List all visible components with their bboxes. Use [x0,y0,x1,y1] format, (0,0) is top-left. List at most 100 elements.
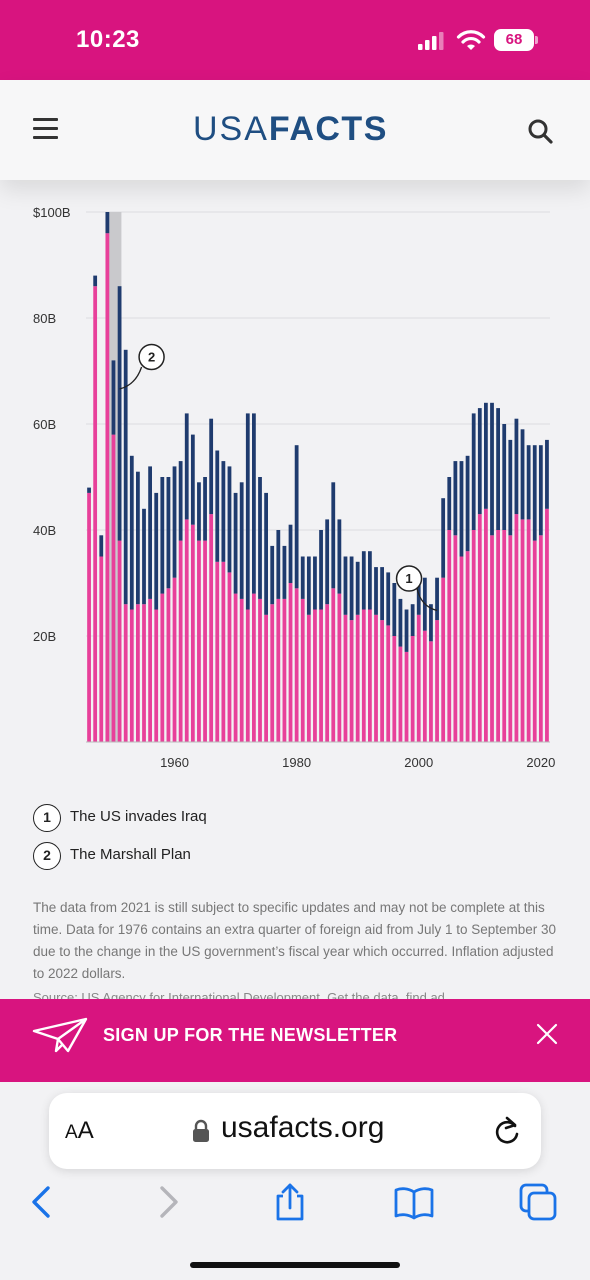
bar-segment-upper[interactable] [368,551,372,610]
bar-segment-lower[interactable] [453,535,458,742]
bar-segment-upper[interactable] [319,530,323,610]
bar-segment-lower[interactable] [178,540,183,742]
bar-segment-upper[interactable] [380,567,384,621]
bookmarks-icon[interactable] [394,1182,434,1222]
bar-segment-lower[interactable] [306,614,311,742]
bar-segment-upper[interactable] [270,545,275,605]
bar-segment-lower[interactable] [154,609,159,743]
bar-segment-upper[interactable] [154,492,159,610]
bar-segment-lower[interactable] [490,535,494,742]
bar-segment-lower[interactable] [514,514,519,742]
bar-segment-upper[interactable] [459,461,464,557]
bar-segment-lower[interactable] [471,530,476,742]
hamburger-menu-icon[interactable] [33,118,58,140]
newsletter-signup-link[interactable]: SIGN UP FOR THE NEWSLETTER [103,1025,398,1045]
bar-segment-lower[interactable] [111,434,116,742]
bar-segment-lower[interactable] [313,609,317,743]
bar-segment-lower[interactable] [374,614,378,742]
bar-segment-lower[interactable] [282,598,287,742]
bar-segment-upper[interactable] [264,492,268,615]
bar-segment-lower[interactable] [545,508,549,742]
bar-segment-lower[interactable] [203,540,207,742]
bar-segment-upper[interactable] [392,583,397,636]
bar-segment-upper[interactable] [429,604,433,642]
bar-segment-upper[interactable] [355,561,360,615]
bar-segment-upper[interactable] [465,455,470,552]
bar-segment-lower[interactable] [435,620,439,742]
usafacts-logo[interactable]: USAFACTS [193,110,388,148]
bar-segment-upper[interactable] [111,360,116,435]
bar-segment-upper[interactable] [331,482,336,589]
bar-segment-lower[interactable] [93,286,98,742]
bar-segment-lower[interactable] [190,524,195,742]
bar-segment-upper[interactable] [404,609,409,652]
forward-icon[interactable] [148,1182,188,1222]
bar-segment-upper[interactable] [252,413,256,594]
text-size-button[interactable]: AA [65,1117,94,1144]
bar-segment-lower[interactable] [215,561,220,742]
bar-segment-lower[interactable] [319,609,323,743]
bar-segment-upper[interactable] [239,482,244,599]
bar-segment-lower[interactable] [136,604,140,742]
bar-segment-upper[interactable] [142,508,146,605]
bar-segment-lower[interactable] [526,519,531,742]
url-text[interactable]: usafacts.org [221,1111,385,1144]
bar-segment-upper[interactable] [508,439,513,536]
bar-segment-lower[interactable] [252,593,256,742]
bar-segment-upper[interactable] [209,418,214,515]
bar-segment-upper[interactable] [471,413,476,530]
bar-segment-upper[interactable] [502,424,507,530]
bar-segment-lower[interactable] [245,609,250,743]
bar-segment-upper[interactable] [184,413,189,520]
bar-segment-upper[interactable] [532,445,537,541]
bar-segment-lower[interactable] [276,598,281,742]
bar-segment-upper[interactable] [172,466,177,578]
bar-segment-upper[interactable] [282,545,287,599]
bar-segment-upper[interactable] [129,455,134,610]
bar-segment-upper[interactable] [221,461,226,562]
back-icon[interactable] [22,1182,62,1222]
reload-icon[interactable] [493,1116,521,1146]
bar-segment-lower[interactable] [410,636,415,742]
bar-segment-lower[interactable] [398,646,403,742]
bar-segment-upper[interactable] [197,482,201,541]
bar-segment-lower[interactable] [166,588,171,742]
bar-segment-lower[interactable] [258,598,262,742]
bar-segment-lower[interactable] [337,593,342,742]
bar-segment-lower[interactable] [172,577,177,742]
bar-segment-upper[interactable] [447,477,452,530]
bar-segment-lower[interactable] [520,519,525,742]
bar-segment-upper[interactable] [441,498,446,578]
bar-segment-upper[interactable] [123,349,128,605]
bar-segment-lower[interactable] [160,593,165,742]
bar-segment-upper[interactable] [190,434,195,525]
bar-segment-lower[interactable] [477,514,482,742]
bar-segment-lower[interactable] [270,604,275,742]
bar-segment-upper[interactable] [136,471,140,605]
bar-segment-lower[interactable] [142,604,146,742]
bar-segment-upper[interactable] [117,286,122,541]
bar-segment-upper[interactable] [526,445,531,520]
bar-segment-upper[interactable] [477,408,482,515]
bar-segment-upper[interactable] [93,275,98,287]
bar-segment-upper[interactable] [148,466,152,599]
bar-segment-lower[interactable] [404,651,409,742]
bar-segment-lower[interactable] [465,551,470,742]
search-icon[interactable] [527,118,553,144]
bar-segment-upper[interactable] [374,567,378,615]
bar-segment-upper[interactable] [245,413,250,610]
bar-segment-upper[interactable] [294,445,299,589]
bar-segment-upper[interactable] [343,556,348,615]
newsletter-banner[interactable]: SIGN UP FOR THE NEWSLETTER [0,999,590,1082]
bar-segment-lower[interactable] [221,561,226,742]
bar-segment-upper[interactable] [276,530,281,599]
bar-segment-upper[interactable] [203,477,207,541]
bar-segment-lower[interactable] [484,508,488,742]
bar-segment-lower[interactable] [288,583,293,742]
bar-segment-upper[interactable] [337,519,342,594]
bar-segment-lower[interactable] [264,614,268,742]
bar-segment-lower[interactable] [87,492,91,742]
bar-segment-upper[interactable] [325,519,330,605]
bar-segment-lower[interactable] [349,620,354,742]
bar-segment-lower[interactable] [209,514,214,742]
